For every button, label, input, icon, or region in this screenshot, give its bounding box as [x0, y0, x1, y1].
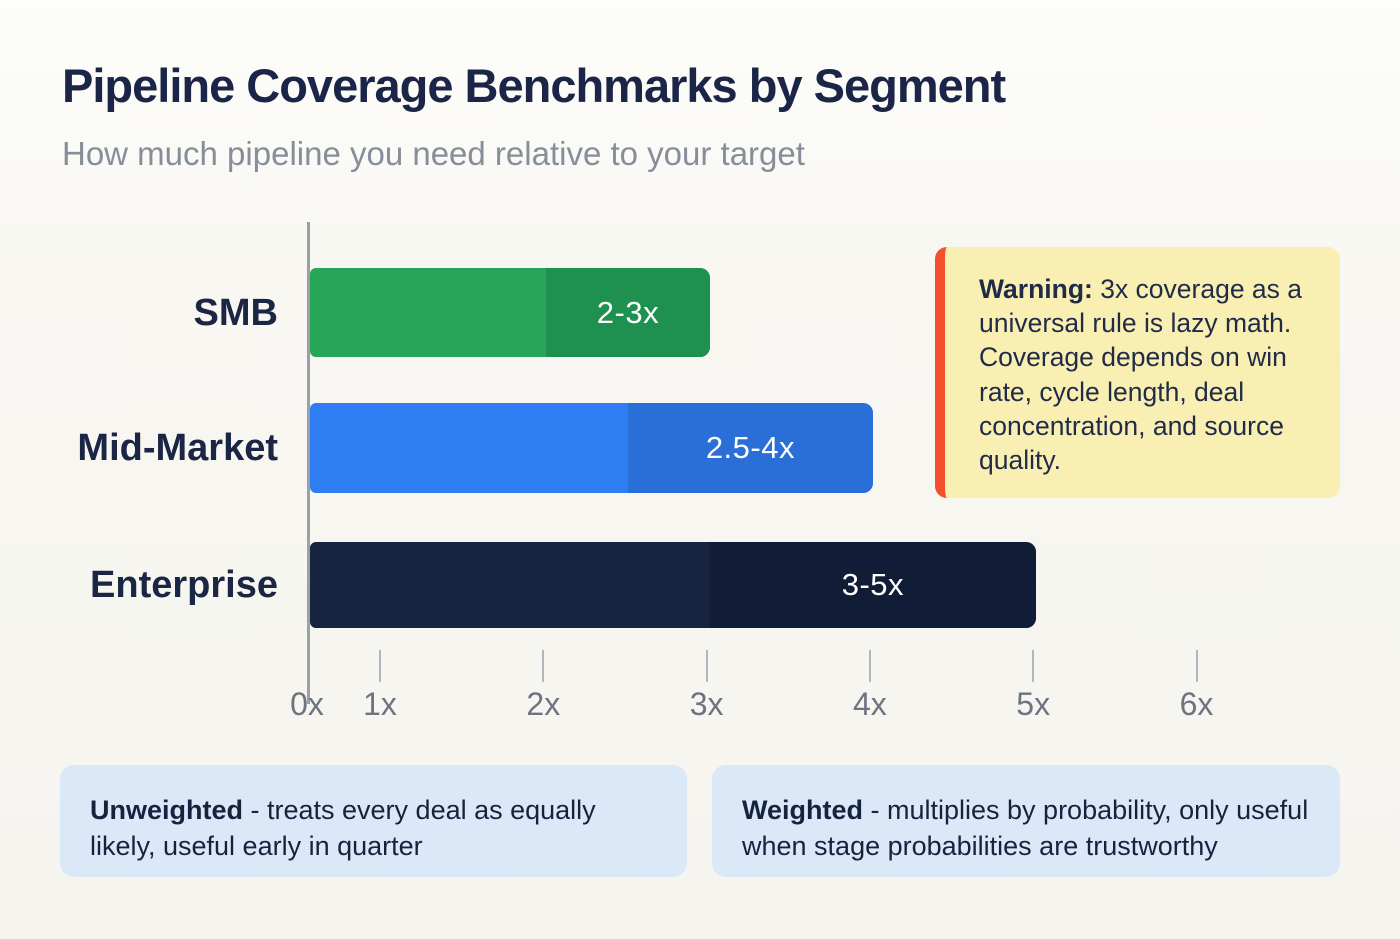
warning-text: 3x coverage as a universal rule is lazy … — [979, 274, 1303, 475]
x-axis-tick-label: 2x — [526, 686, 561, 722]
page-subtitle: How much pipeline you need relative to y… — [62, 135, 805, 172]
bar-chart: 2-3x 2.5-4x 3-5x 0x 1x 2x 3x 4x 5x 6x — [290, 222, 1287, 732]
x-axis-tick-label: 6x — [1179, 686, 1214, 722]
x-axis-tick — [1032, 650, 1035, 682]
category-label-mid-market: Mid-Market — [77, 427, 278, 469]
y-axis-line — [307, 222, 310, 704]
x-axis-tick — [379, 650, 381, 682]
x-axis-tick — [705, 650, 708, 682]
bar-mid-market: 2.5-4x — [310, 403, 873, 493]
footnote-unweighted-text: - treats every deal as equally likely, u… — [90, 795, 596, 862]
x-axis-tick-label: 1x — [363, 686, 397, 722]
x-axis-tick — [868, 650, 871, 682]
x-axis-tick — [542, 650, 545, 682]
bar-range-label: 2.5-4x — [705, 430, 795, 465]
bar-range-label: 3-5x — [841, 567, 905, 602]
bar-highlight-enterprise: 3-5x — [709, 542, 1037, 628]
footnote-weighted-lead: Weighted — [742, 795, 863, 825]
x-axis-tick-label: 3x — [689, 686, 724, 722]
x-axis-tick-label: 4x — [852, 686, 887, 722]
warning-callout: Warning: 3x coverage as a universal rule… — [935, 247, 1340, 498]
footnote-unweighted-lead: Unweighted — [90, 795, 243, 825]
bar-smb: 2-3x — [310, 268, 710, 357]
x-axis-tick — [1195, 650, 1198, 682]
footnote-weighted: Weighted - multiplies by probability, on… — [712, 765, 1340, 877]
footnote-unweighted: Unweighted - treats every deal as equall… — [60, 765, 687, 877]
page-title: Pipeline Coverage Benchmarks by Segment — [62, 59, 1006, 112]
warning-lead: Warning: — [979, 274, 1093, 304]
x-axis-tick-label: 5x — [1016, 686, 1051, 722]
category-label-smb: SMB — [193, 291, 278, 334]
bar-range-label: 2-3x — [596, 294, 660, 330]
bar-highlight-smb: 2-3x — [546, 268, 710, 357]
bar-highlight-mid-market: 2.5-4x — [627, 403, 873, 493]
bar-enterprise: 3-5x — [310, 542, 1037, 628]
x-axis-tick-label: 0x — [290, 686, 324, 722]
footnote-weighted-text: - multiplies by probability, only useful… — [742, 795, 1309, 862]
category-label-enterprise: Enterprise — [90, 564, 278, 606]
